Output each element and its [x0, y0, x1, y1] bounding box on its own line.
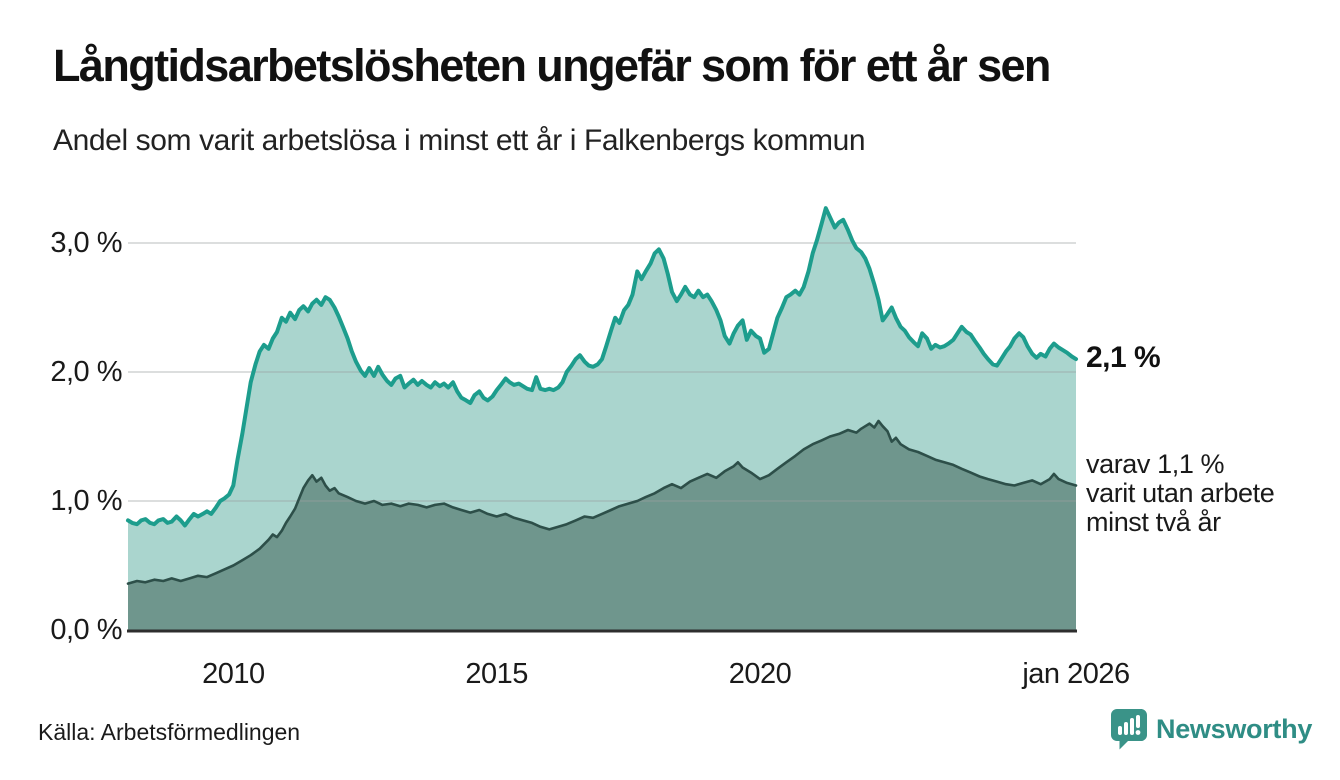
chart-subtitle: Andel som varit arbetslösa i minst ett å… — [53, 124, 866, 157]
y-tick-3: 3,0 % — [50, 227, 122, 259]
source-attribution: Källa: Arbetsförmedlingen — [38, 719, 301, 745]
breakdown-line-2: varit utan arbete — [1086, 477, 1275, 508]
x-tick-2015: 2015 — [465, 658, 528, 690]
newsworthy-logo: Newsworthy — [1110, 707, 1312, 751]
y-tick-2: 2,0 % — [50, 356, 122, 388]
x-tick-2020: 2020 — [728, 658, 792, 690]
breakdown-line-1: varav 1,1 % — [1086, 448, 1225, 479]
y-tick-1: 1,0 % — [50, 485, 122, 517]
chart-title: Långtidsarbetslösheten ungefär som för e… — [53, 40, 1051, 91]
latest-value-label: 2,1 % — [1086, 341, 1161, 375]
x-tick-2010: 2010 — [202, 658, 265, 690]
series-line-minst-ett-ar — [126, 206, 1078, 528]
breakdown-annotation: varav 1,1 % varit utan arbete minst två … — [1086, 448, 1275, 537]
breakdown-line-3: minst två år — [1086, 506, 1221, 537]
newsworthy-logo-icon — [1111, 709, 1147, 750]
newsworthy-logo-text: Newsworthy — [1156, 713, 1313, 744]
x-tick-jan-2026: jan 2026 — [1022, 658, 1130, 690]
area-fills — [128, 208, 1076, 630]
series-line-minst-tva-ar — [126, 419, 1078, 585]
area-fill-minst-tva-ar — [128, 421, 1076, 630]
y-tick-0: 0,0 % — [50, 614, 122, 646]
series-lines — [126, 206, 1078, 585]
gridlines — [128, 242, 1076, 502]
